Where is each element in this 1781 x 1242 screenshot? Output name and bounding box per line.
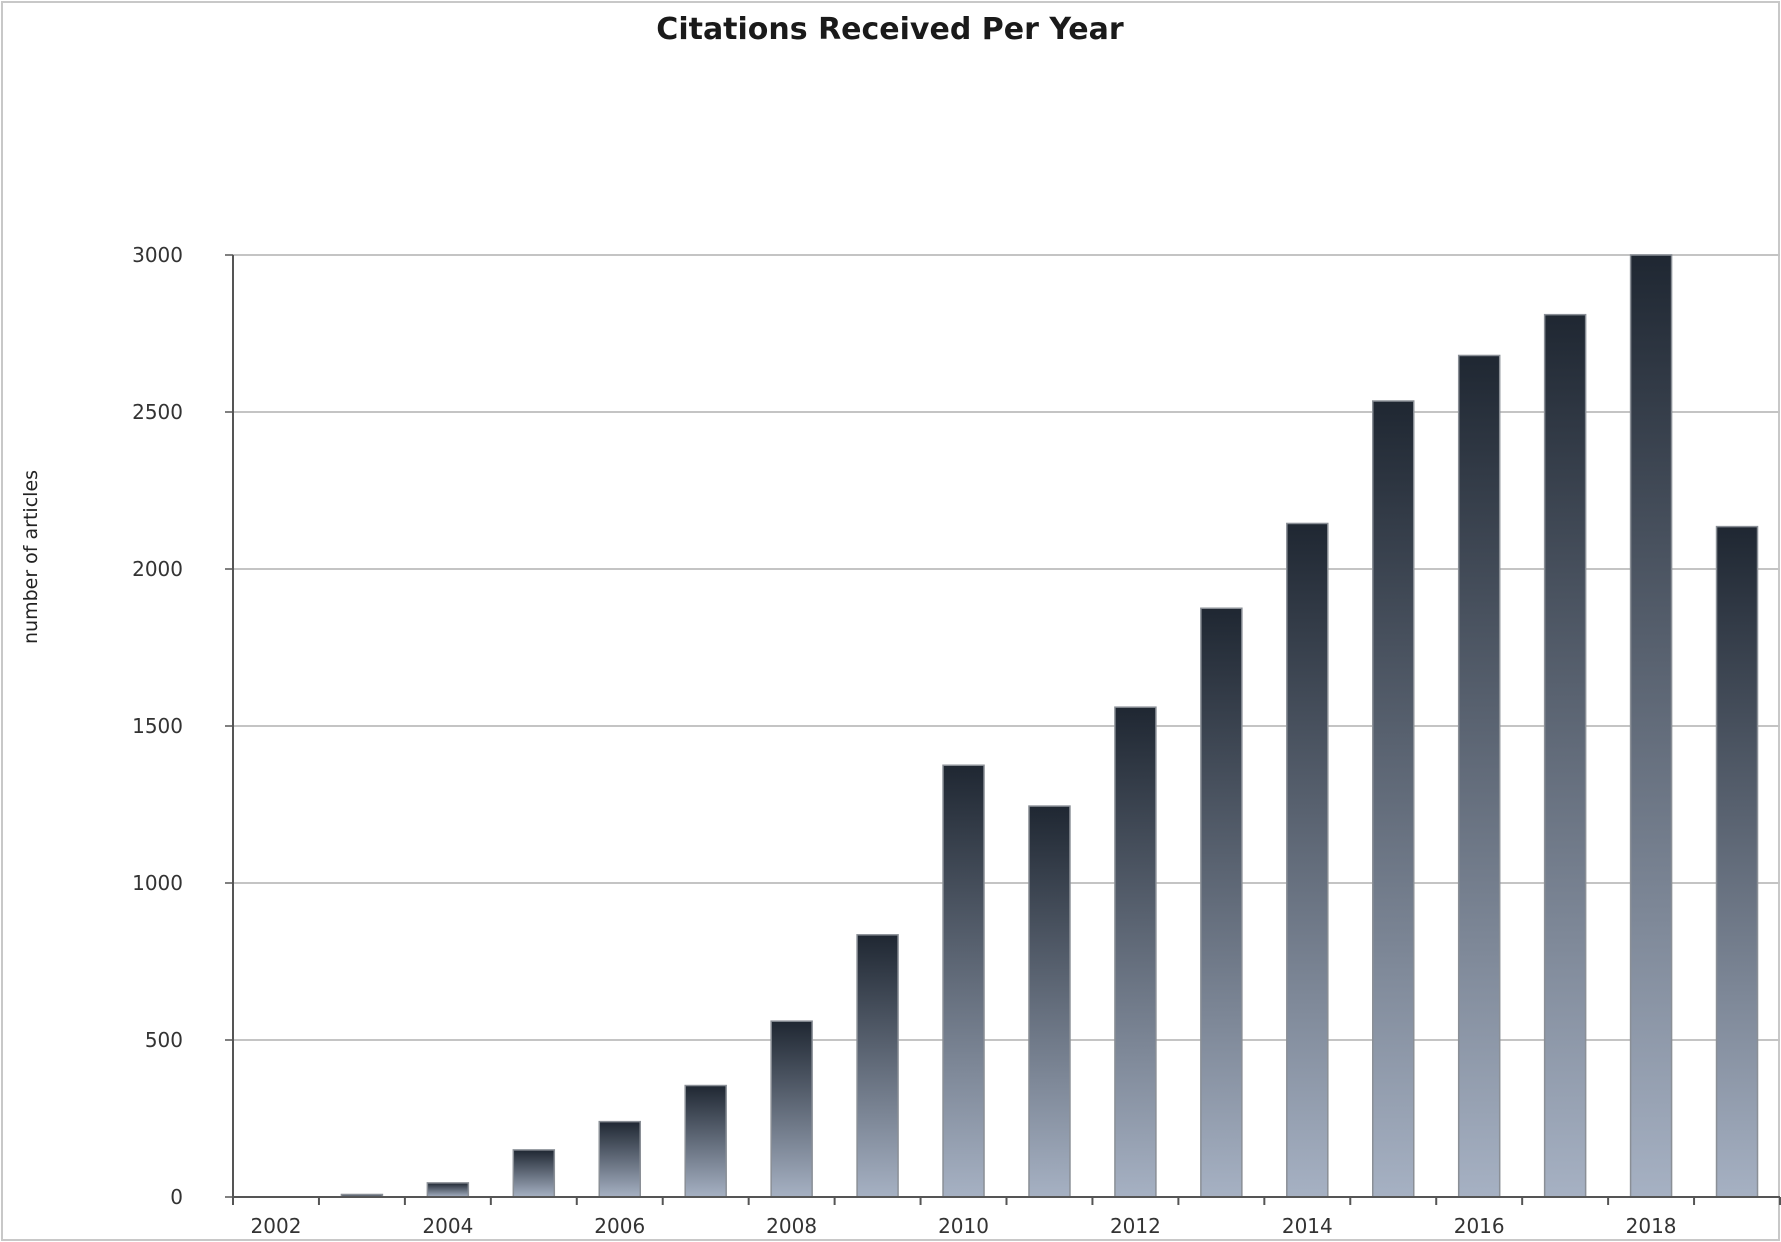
gridlines [233,254,1780,1041]
x-tick-label: 2002 [251,1214,302,1238]
bar-2015 [1372,400,1415,1198]
x-tick-label: 2014 [1282,1214,1333,1238]
y-tick-label: 500 [145,1028,183,1052]
bar-2014 [1286,522,1329,1198]
bar-2012 [1114,706,1157,1198]
x-tick-label: 2012 [1110,1214,1161,1238]
y-tick-label: 0 [170,1185,183,1209]
bar-2018 [1629,254,1673,1198]
bar-2007 [684,1084,727,1198]
chart-title: Citations Received Per Year [656,12,1124,47]
bar-2004 [426,1182,470,1198]
y-tick-labels: 0 500 1000 1500 2000 2500 3000 [132,243,233,1209]
x-tick-label: 2016 [1454,1214,1505,1238]
bar-2009 [856,934,899,1198]
y-axis-label: number of articles [20,470,42,644]
x-tick-label: 2018 [1626,1214,1677,1238]
bar-2017 [1543,313,1587,1198]
bar-2006 [598,1120,641,1198]
bars [340,254,1759,1198]
bar-2010 [942,764,985,1198]
y-tick-label: 2500 [132,400,183,424]
bar-2011 [1028,805,1071,1198]
x-tick-label: 2010 [938,1214,989,1238]
y-tick-label: 1500 [132,714,183,738]
x-tick-label: 2006 [594,1214,645,1238]
x-tick-label: 2008 [766,1214,817,1238]
y-tick-label: 2000 [132,557,183,581]
bar-2019 [1715,525,1759,1198]
axes [232,255,1781,1205]
y-tick-label: 3000 [132,243,183,267]
x-tick-label: 2004 [422,1214,473,1238]
bar-2013 [1200,607,1243,1198]
bar-2016 [1457,354,1501,1198]
bar-2008 [770,1020,813,1198]
bar-2005 [512,1149,556,1198]
x-tick-labels: 2002 2004 2006 2008 2010 2012 2014 2016 2018 [251,1214,1677,1238]
y-tick-label: 1000 [132,871,183,895]
